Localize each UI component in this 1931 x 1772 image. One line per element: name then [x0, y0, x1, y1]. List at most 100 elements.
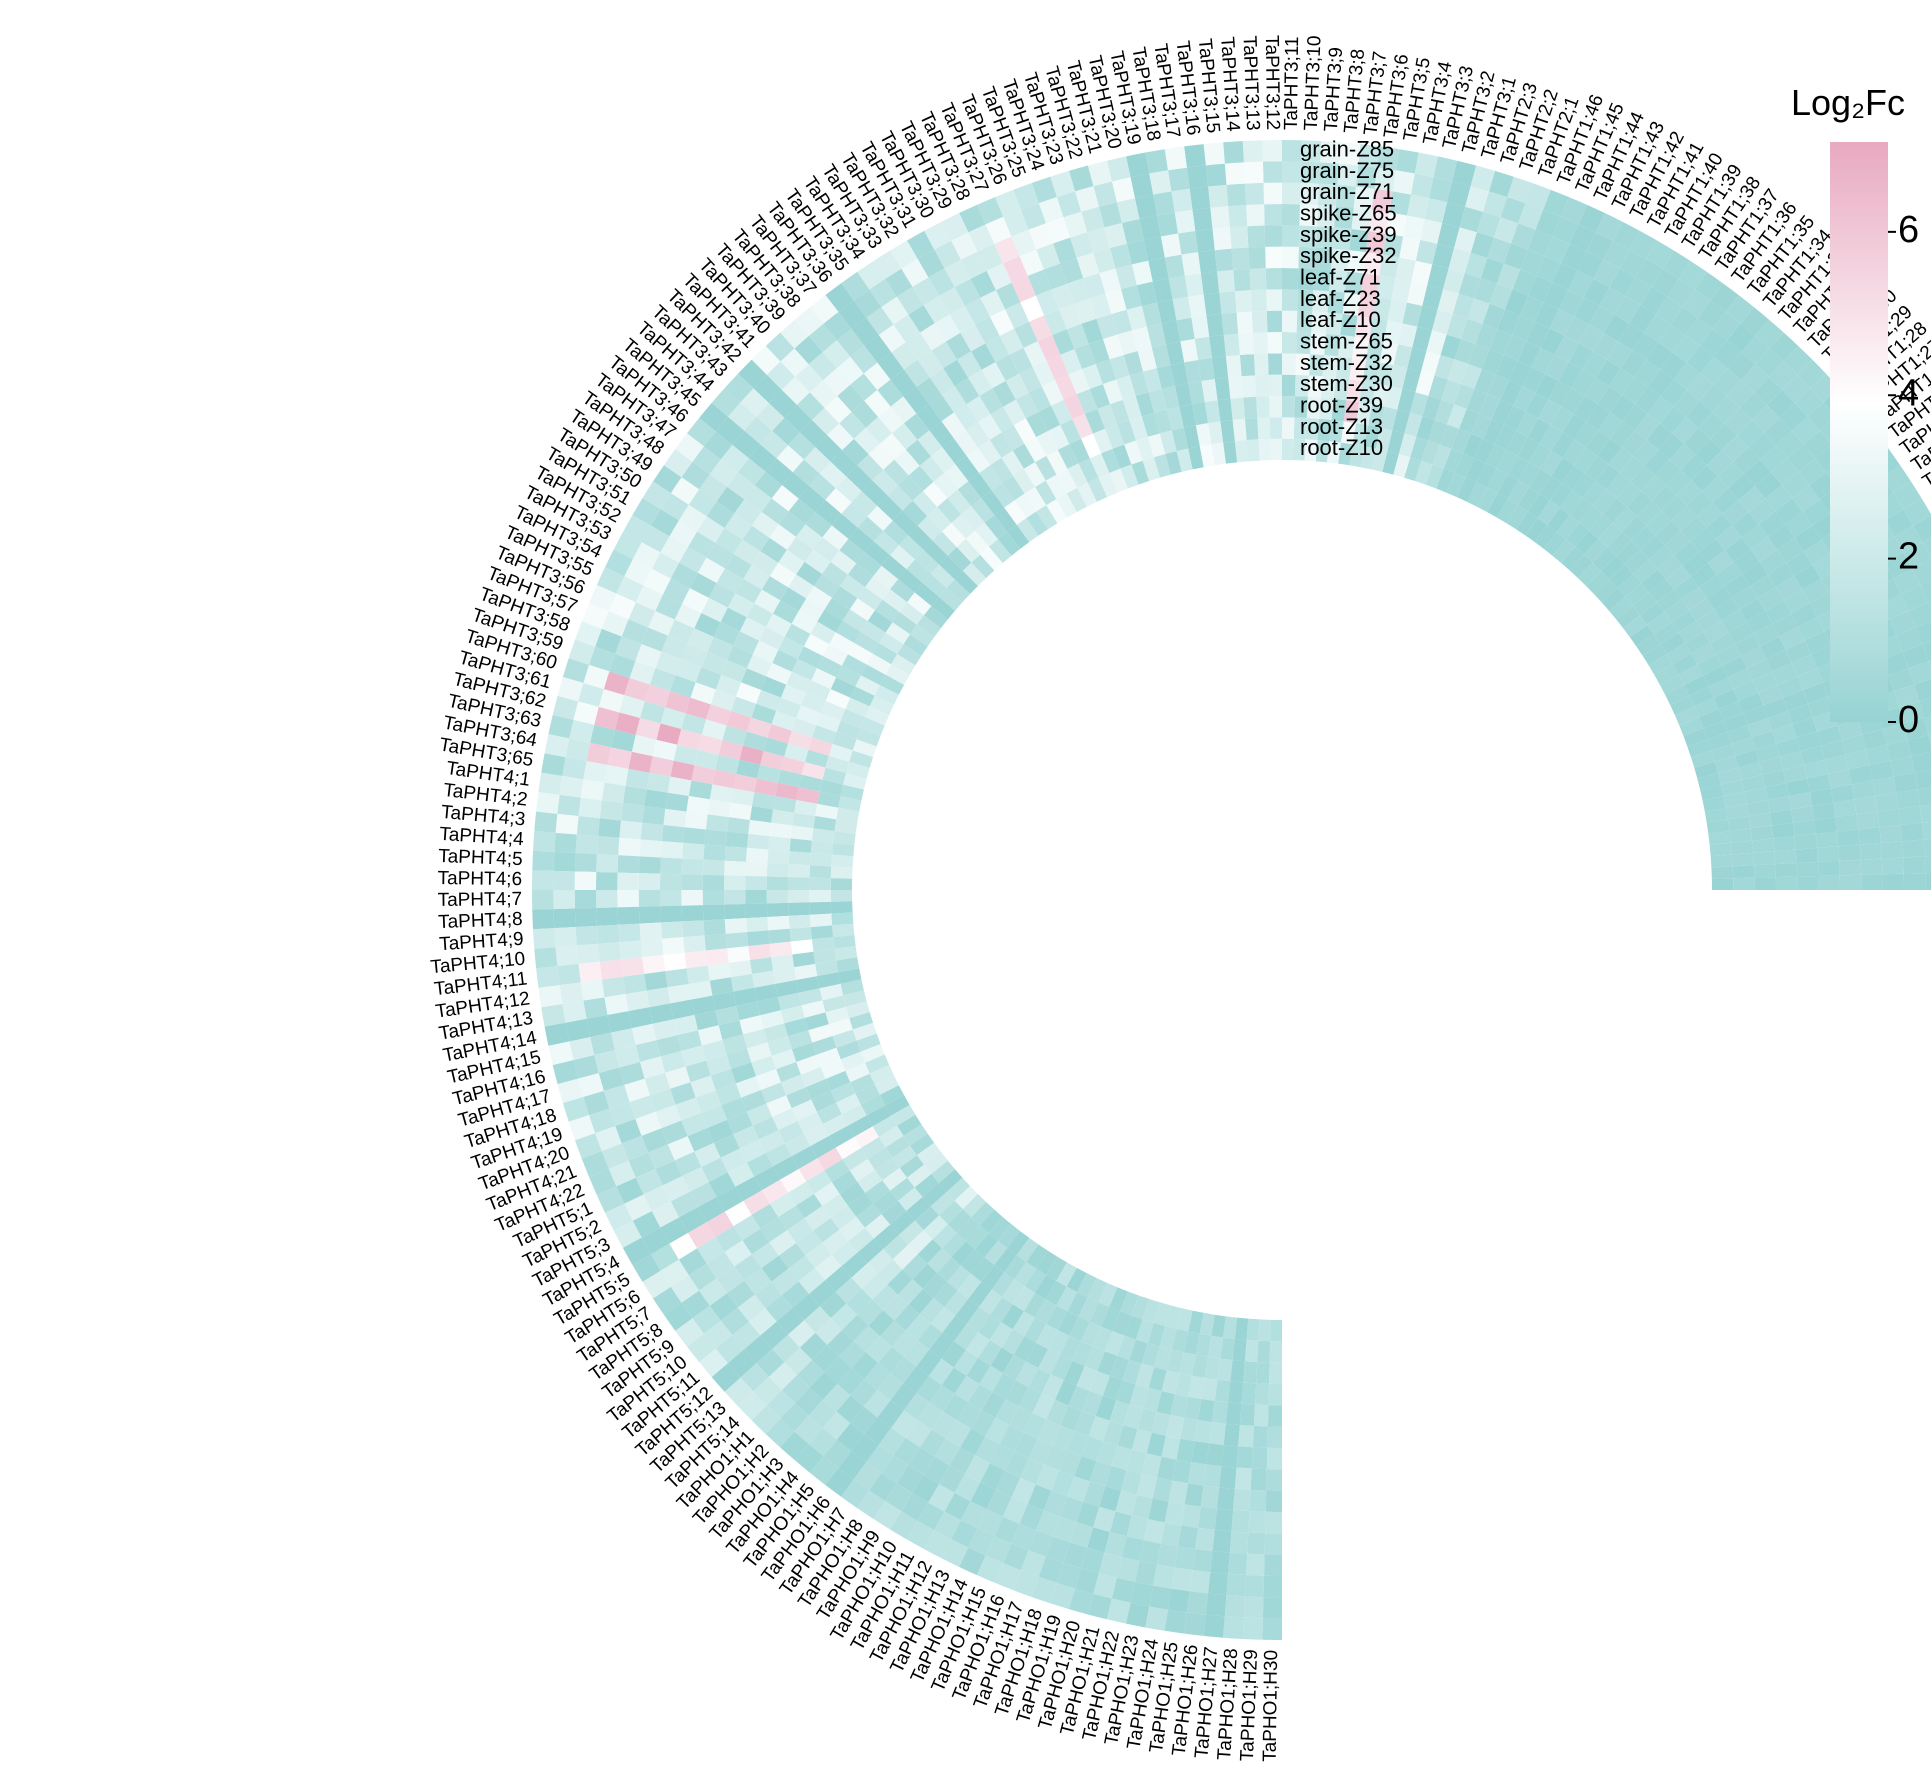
heatmap-cell: [691, 995, 716, 1015]
heatmap-cell: [1315, 226, 1335, 249]
heatmap-cell: [903, 359, 930, 387]
heatmap-cell: [1029, 315, 1053, 342]
heatmap-cell: [1156, 1391, 1175, 1415]
heatmap-cell: [748, 1308, 777, 1336]
heatmap-cell: [954, 1185, 978, 1210]
heatmap-cell: [1748, 498, 1776, 525]
heatmap-cell: [1566, 522, 1589, 547]
heatmap-cell: [716, 568, 744, 594]
heatmap-cell: [966, 1357, 991, 1384]
heatmap-cell: [1111, 1445, 1133, 1471]
heatmap-cell: [810, 294, 839, 324]
heatmap-cell: [1009, 347, 1033, 374]
heatmap-cell: [1087, 477, 1108, 502]
heatmap-cell: [1593, 332, 1619, 360]
heatmap-cell: [1726, 380, 1755, 408]
heatmap-cell: [1092, 1326, 1113, 1352]
heatmap-cell: [1568, 343, 1593, 370]
heatmap-cell: [792, 951, 816, 968]
heatmap-cell: [1775, 576, 1803, 601]
heatmap-cell: [1082, 1391, 1103, 1416]
heatmap-cell: [1011, 1523, 1037, 1551]
heatmap-cell: [1636, 500, 1662, 526]
heatmap-cell: [1902, 644, 1929, 669]
heatmap-cell: [699, 1348, 728, 1378]
heatmap-cell: [830, 890, 853, 902]
heatmap-cell: [941, 1341, 966, 1368]
heatmap-cell: [1708, 677, 1734, 698]
heatmap-cell: [1459, 206, 1483, 233]
heatmap-cell: [1833, 799, 1857, 818]
heatmap-cell: [1093, 1506, 1116, 1533]
heatmap-cell: [1369, 317, 1388, 342]
heatmap-cell: [981, 1391, 1006, 1418]
heatmap-cell: [1220, 419, 1235, 443]
heatmap-cell: [1711, 878, 1734, 890]
heatmap-cell: [1045, 1280, 1067, 1306]
heatmap-cell: [825, 755, 850, 774]
heatmap-cell: [817, 972, 841, 989]
heatmap-cell: [681, 874, 703, 890]
heatmap-cell: [873, 565, 899, 590]
heatmap-cell: [1045, 1536, 1071, 1563]
heatmap-cell: [842, 438, 869, 466]
heatmap-cell: [961, 1249, 985, 1274]
heatmap-cell: [1246, 204, 1265, 227]
heatmap-cell: [1785, 511, 1813, 538]
heatmap-cell: [833, 934, 856, 949]
heatmap-cell: [1632, 332, 1659, 360]
heatmap-cell: [1210, 1551, 1230, 1574]
heatmap-cell: [1083, 273, 1106, 299]
heatmap-cell: [1066, 487, 1087, 513]
heatmap-cell: [822, 368, 851, 397]
heatmap-cell: [1249, 268, 1267, 291]
heatmap-cell: [1515, 411, 1539, 438]
heatmap-cell: [1018, 1387, 1042, 1413]
heatmap-cell: [1890, 756, 1915, 777]
heatmap-cell: [734, 1254, 762, 1281]
heatmap-cell: [1686, 491, 1713, 517]
heatmap-cell: [907, 592, 932, 616]
heatmap-cell: [573, 1055, 599, 1079]
heatmap-cell: [980, 1463, 1006, 1490]
heatmap-cell: [864, 1417, 892, 1445]
heatmap-cell: [707, 962, 731, 981]
heatmap-cell: [891, 342, 918, 370]
heatmap-cell: [853, 1462, 882, 1491]
heatmap-cell: [1195, 228, 1215, 253]
heatmap-cell: [1646, 510, 1672, 536]
heatmap-cell: [1152, 278, 1173, 303]
heatmap-cell: [1141, 1453, 1162, 1478]
heatmap-cell: [1053, 237, 1077, 264]
heatmap-cell: [1063, 1542, 1088, 1569]
heatmap-cell: [1640, 602, 1665, 625]
heatmap-cell: [1428, 420, 1447, 445]
heatmap-cell: [1437, 222, 1460, 248]
heatmap-cell: [1060, 1405, 1083, 1431]
heatmap-cell: [1517, 437, 1540, 463]
heatmap-cell: [1549, 482, 1573, 508]
heatmap-cell: [760, 1217, 787, 1243]
heatmap-cell: [1802, 499, 1830, 526]
heatmap-cell: [1700, 784, 1724, 801]
heatmap-cell: [1744, 787, 1768, 804]
heatmap-cell: [594, 1050, 620, 1074]
heatmap-cell: [1741, 774, 1766, 792]
heatmap-cell: [642, 955, 666, 974]
heatmap-cell: [1395, 149, 1419, 174]
heatmap-cell: [1268, 1383, 1282, 1406]
heatmap-cell: [1332, 227, 1352, 251]
heatmap-cell: [697, 734, 723, 755]
heatmap-cell: [534, 947, 558, 969]
heatmap-cell: [825, 1266, 852, 1292]
heatmap-cell: [863, 1389, 891, 1418]
heatmap-cell: [650, 509, 679, 537]
heatmap-cell: [578, 797, 602, 819]
heatmap-cell: [1234, 1467, 1252, 1490]
heatmap-cell: [1338, 442, 1353, 466]
heatmap-cell: [1038, 196, 1064, 224]
heatmap-cell: [1046, 499, 1067, 524]
heatmap-cell: [1875, 792, 1899, 812]
heatmap-cell: [1599, 287, 1625, 315]
heatmap-cell: [744, 1268, 772, 1295]
